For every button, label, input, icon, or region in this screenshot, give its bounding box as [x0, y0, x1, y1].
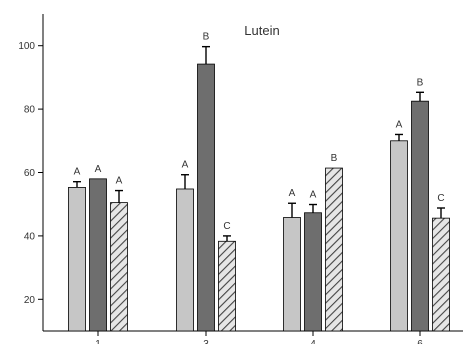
significance-letter: B [331, 153, 338, 164]
significance-letter: A [74, 167, 81, 178]
y-tick-label: 100 [18, 41, 35, 52]
y-tick-label: 20 [24, 295, 36, 306]
significance-letter: A [396, 119, 403, 130]
bar [390, 140, 408, 332]
bar [325, 167, 343, 332]
bars [68, 63, 450, 332]
y-tick-label: 80 [24, 105, 36, 116]
bar [176, 188, 194, 332]
significance-letter: B [203, 32, 210, 43]
bar [432, 217, 450, 332]
bar [197, 63, 215, 332]
bar [304, 212, 322, 332]
chart-title: Lutein [244, 23, 279, 38]
y-tick-label: 60 [24, 168, 36, 179]
significance-letter: A [289, 188, 296, 199]
significance-letter: A [182, 160, 189, 171]
y-tick-label: 40 [24, 231, 36, 242]
bar [218, 240, 236, 332]
error-bars [73, 45, 445, 242]
x-tick-label: 3 [203, 339, 209, 344]
significance-letter: A [116, 176, 123, 187]
bar [283, 217, 301, 332]
x-tick-label: 1 [95, 339, 101, 344]
significance-letter: B [417, 77, 424, 88]
bar [411, 100, 429, 332]
significance-letter: C [223, 221, 230, 232]
bar [68, 186, 86, 332]
x-tick-label: 6 [417, 339, 423, 344]
bar [110, 202, 128, 332]
significance-letters: A A A A B C A A B A B C [74, 32, 445, 232]
significance-letter: A [95, 164, 102, 175]
significance-letter: C [437, 193, 444, 204]
x-tick-label: 4 [310, 339, 316, 344]
bar [89, 178, 107, 332]
significance-letter: A [310, 190, 317, 201]
